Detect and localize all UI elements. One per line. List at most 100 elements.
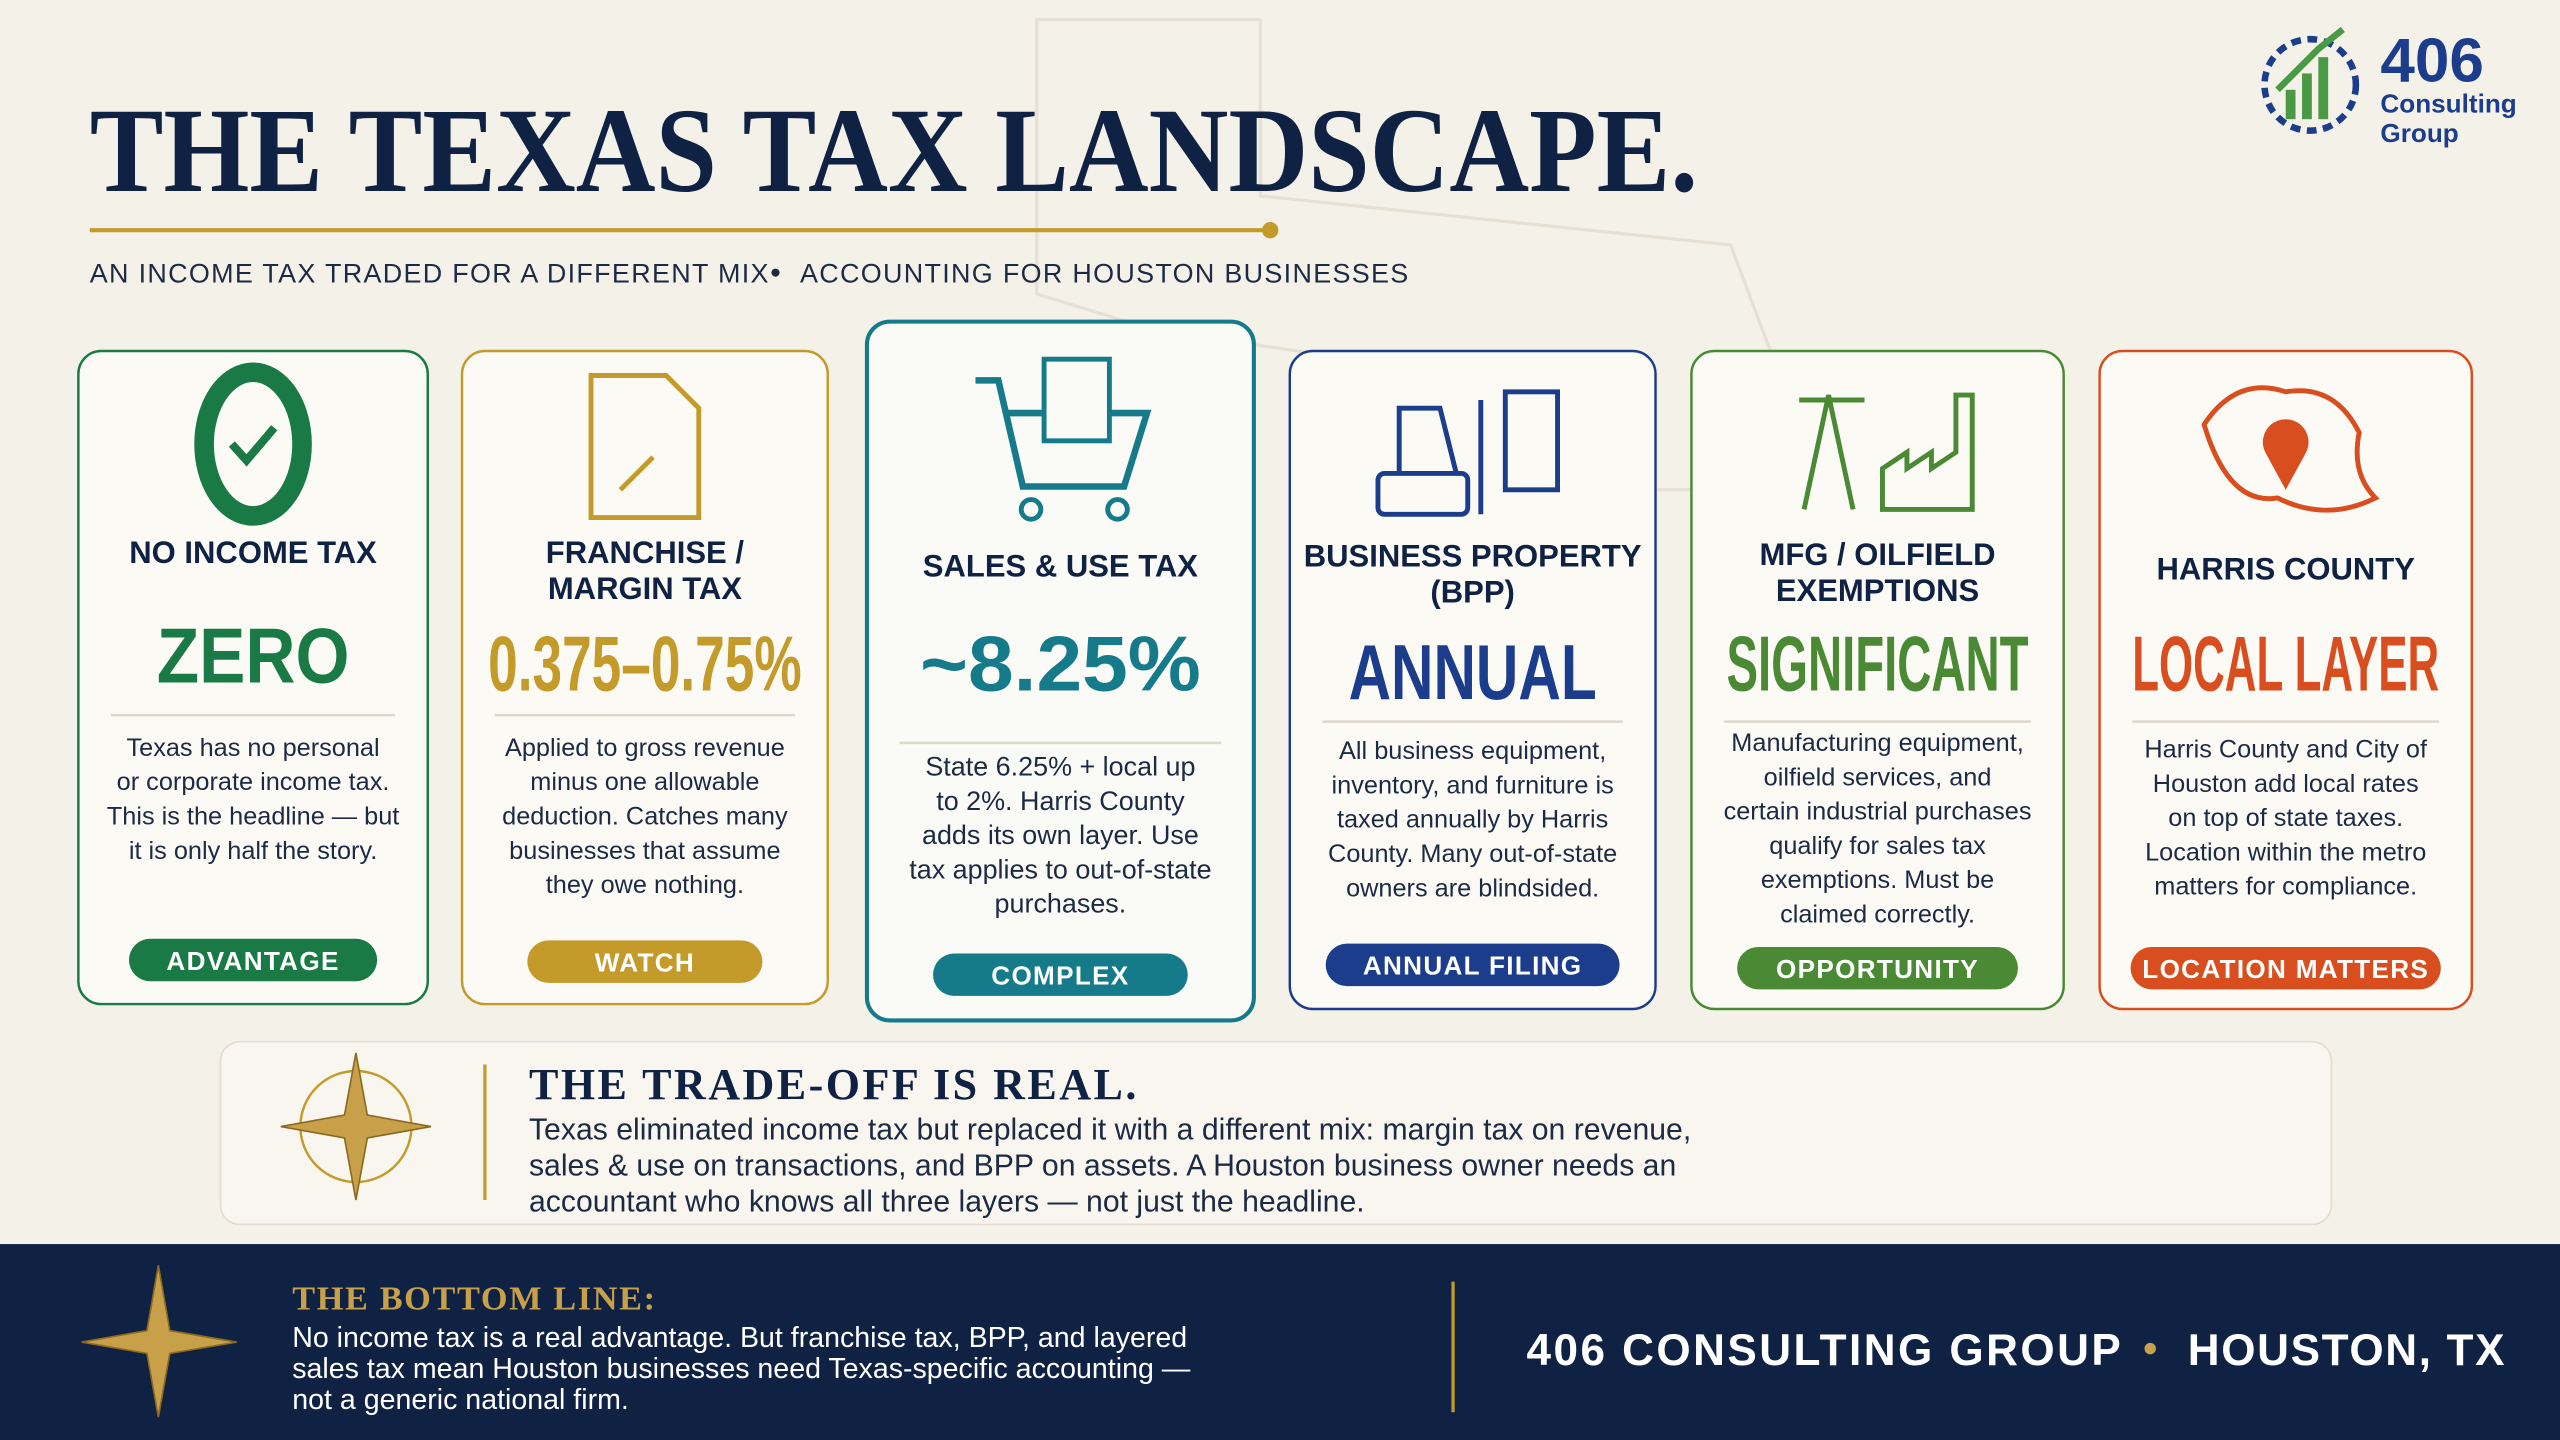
card-description: Applied to gross revenue bbox=[505, 734, 785, 762]
callout-title: THE TRADE-OFF IS REAL. bbox=[529, 1060, 1139, 1109]
card-description: tax applies to out-of-state bbox=[909, 854, 1211, 884]
card-heading: FRANCHISE / bbox=[546, 535, 745, 570]
footer-band bbox=[0, 1244, 2560, 1440]
card-description: or corporate income tax. bbox=[117, 768, 390, 796]
card-value: ZERO bbox=[157, 611, 350, 699]
card-description: taxed annually by Harris bbox=[1337, 806, 1608, 834]
card-value: ANNUAL bbox=[1349, 628, 1597, 716]
callout-text: sales & use on transactions, and BPP on … bbox=[529, 1150, 1676, 1183]
card-heading: MARGIN TAX bbox=[548, 571, 742, 606]
card-description: to 2%. Harris County bbox=[936, 786, 1185, 816]
logo-arrow bbox=[2275, 26, 2345, 93]
card-tag bbox=[933, 953, 1188, 996]
card-description: qualify for sales tax bbox=[1769, 832, 1986, 860]
card-description: minus one allowable bbox=[530, 768, 759, 796]
icon bbox=[588, 373, 702, 520]
title: THE TEXAS TAX LANDSCAPE. bbox=[90, 84, 1698, 218]
card-tag-label: WATCH bbox=[595, 947, 695, 977]
card-description: owners are blindsided. bbox=[1346, 874, 1599, 902]
card-description: Manufacturing equipment, bbox=[1731, 729, 2024, 757]
footer-location: HOUSTON, TX bbox=[2188, 1326, 2506, 1375]
card-tag bbox=[1325, 943, 1620, 987]
footer-text: not a generic national firm. bbox=[292, 1384, 629, 1416]
footer-text: sales tax mean Houston businesses need T… bbox=[292, 1353, 1191, 1385]
card-description: exemptions. Must be bbox=[1761, 866, 1994, 894]
icon bbox=[1502, 389, 1561, 493]
card-heading: (BPP) bbox=[1430, 574, 1514, 609]
logo-bar bbox=[2285, 89, 2296, 120]
icon bbox=[1041, 356, 1112, 444]
card-box bbox=[460, 349, 829, 1006]
card-heading: EXEMPTIONS bbox=[1776, 573, 1979, 608]
card-heading: SALES & USE TAX bbox=[923, 548, 1198, 583]
card-heading: BUSINESS PROPERTY bbox=[1304, 539, 1642, 574]
footer-label: THE BOTTOM LINE: bbox=[292, 1279, 656, 1317]
icon bbox=[1396, 400, 1484, 515]
icon bbox=[2201, 385, 2380, 513]
icon bbox=[2262, 419, 2309, 490]
subtitle: ACCOUNTING FOR HOUSTON BUSINESSES bbox=[800, 258, 1410, 288]
icon bbox=[1375, 471, 1471, 517]
card-description: it is only half the story. bbox=[129, 837, 377, 865]
card-description: deduction. Catches many bbox=[502, 802, 788, 830]
icon bbox=[228, 425, 278, 467]
card-description: Location within the metro bbox=[2145, 838, 2426, 866]
footer-compass bbox=[81, 1265, 237, 1418]
card-value: LOCAL LAYER bbox=[2132, 620, 2439, 708]
logo-bar bbox=[2318, 57, 2329, 120]
icon bbox=[1105, 497, 1130, 522]
card-tag bbox=[527, 940, 763, 983]
rule-dot bbox=[1262, 222, 1279, 239]
card-heading: MFG / OILFIELD bbox=[1760, 537, 1996, 572]
logo-text: Group bbox=[2380, 118, 2458, 148]
card-description: This is the headline — but bbox=[107, 802, 399, 830]
callout-text: accountant who knows all three layers — … bbox=[529, 1185, 1365, 1218]
logo-number: 406 bbox=[2380, 27, 2484, 96]
card-description: oilfield services, and bbox=[1764, 763, 1992, 791]
card-tag-label: ADVANTAGE bbox=[166, 946, 339, 976]
subtitle: AN INCOME TAX TRADED FOR A DIFFERENT MIX bbox=[90, 258, 770, 288]
card-tag-label: LOCATION MATTERS bbox=[2142, 954, 2429, 984]
compass bbox=[280, 1052, 432, 1201]
card-tag-label: OPPORTUNITY bbox=[1776, 954, 1979, 984]
card-box bbox=[2098, 349, 2474, 1011]
separator bbox=[771, 268, 780, 277]
card-tag-label: ANNUAL FILING bbox=[1363, 951, 1583, 981]
card: HARRIS COUNTY LOCAL LAYER Harris County an… bbox=[2098, 349, 2474, 1011]
logo-text: Consulting bbox=[2380, 89, 2516, 119]
card-description: Harris County and City of bbox=[2144, 736, 2428, 764]
icon bbox=[194, 362, 312, 526]
card-value: 0.375–0.75% bbox=[488, 620, 801, 708]
card-heading: NO INCOME TAX bbox=[129, 535, 377, 570]
card-tag-label: COMPLEX bbox=[991, 960, 1129, 990]
card-tag bbox=[1737, 946, 2018, 990]
logo: 406 Consulting Group bbox=[2261, 26, 2517, 148]
footer-text: No income tax is a real advantage. But f… bbox=[292, 1322, 1187, 1354]
cards: NO INCOME TAX ZERO Texas has no personal or… bbox=[77, 319, 2474, 1023]
card-tag bbox=[128, 938, 378, 982]
card-description: on top of state taxes. bbox=[2168, 804, 2403, 832]
card: NO INCOME TAX ZERO Texas has no personal or… bbox=[77, 349, 429, 1006]
card-box bbox=[77, 349, 429, 1006]
card-description: matters for compliance. bbox=[2154, 873, 2417, 901]
card-description: inventory, and furniture is bbox=[1332, 771, 1614, 799]
card-description: County. Many out-of-state bbox=[1328, 840, 1617, 868]
icon bbox=[1018, 497, 1044, 522]
callout-box bbox=[219, 1040, 2333, 1226]
icon bbox=[975, 377, 1152, 490]
card-value: ~8.25% bbox=[920, 620, 1201, 708]
card-tag bbox=[2130, 946, 2441, 990]
card: SALES & USE TAX ~8.25% State 6.25% + local… bbox=[864, 319, 1256, 1023]
card-description: Houston add local rates bbox=[2153, 770, 2419, 798]
card-description: claimed correctly. bbox=[1780, 900, 1975, 928]
card: FRANCHISE /MARGIN TAX 0.375–0.75% Applied … bbox=[460, 349, 829, 1006]
logo-bar bbox=[2302, 73, 2312, 120]
footer-brand: 406 CONSULTING GROUP bbox=[1527, 1326, 2124, 1375]
separator bbox=[2144, 1342, 2156, 1355]
card-box bbox=[1690, 349, 2065, 1011]
icon bbox=[1799, 392, 1975, 512]
card-heading: HARRIS COUNTY bbox=[2156, 552, 2415, 587]
